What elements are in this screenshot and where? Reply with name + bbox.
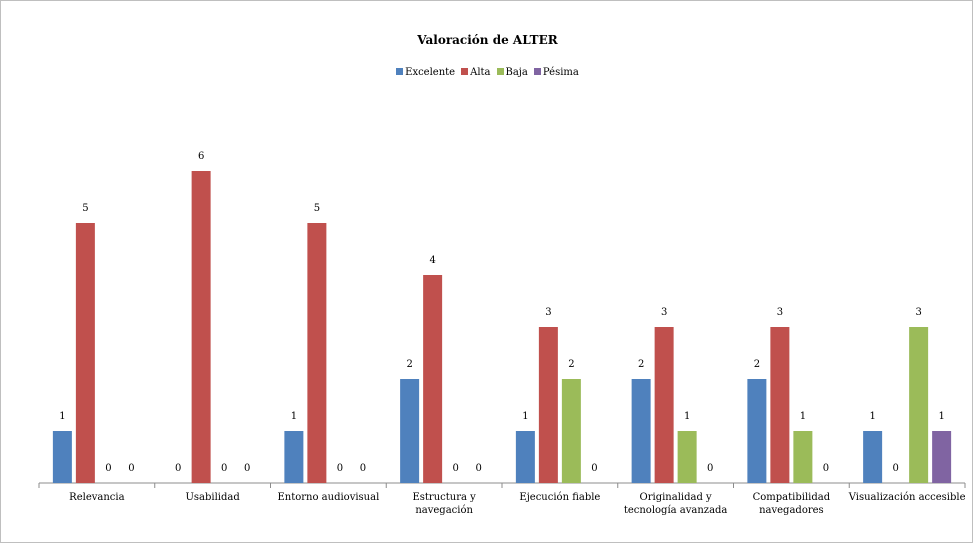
data-label: 2	[638, 359, 644, 370]
data-label: 0	[892, 463, 898, 474]
data-label: 0	[105, 463, 111, 474]
bar-excelente	[631, 379, 651, 483]
data-label: 1	[869, 411, 875, 422]
x-tick-label-line: Estructura y	[412, 492, 476, 503]
data-label: 2	[406, 359, 412, 370]
data-label: 1	[522, 411, 528, 422]
bar-alta	[538, 327, 558, 483]
data-label: 1	[291, 411, 297, 422]
data-label: 3	[545, 307, 551, 318]
data-label: 1	[59, 411, 65, 422]
bar-alta	[770, 327, 790, 483]
x-tick-label-line: Entorno audiovisual	[277, 492, 379, 503]
legend-item-excelente: Excelente	[396, 67, 455, 78]
bar-excelente	[284, 431, 304, 483]
legend-item-baja: Baja	[496, 67, 528, 78]
data-label: 2	[754, 359, 760, 370]
bar-excelente	[52, 431, 72, 483]
bar-excelente	[515, 431, 535, 483]
data-label: 0	[221, 463, 227, 474]
data-label: 1	[684, 411, 690, 422]
data-label: 2	[568, 359, 574, 370]
x-tick-label: Visualización accesible	[848, 492, 966, 503]
bar-alta	[307, 223, 327, 483]
data-label: 0	[337, 463, 343, 474]
bar-alta	[423, 275, 443, 483]
x-tick-label-line: Usabilidad	[185, 492, 240, 503]
x-tick-label-line: Compatibilidad	[753, 492, 831, 503]
x-tick-label-line: Relevancia	[69, 492, 124, 503]
legend-label: Pésima	[542, 67, 579, 78]
x-tick-label: Estructura y navegación	[412, 492, 476, 516]
legend-item-alta: Alta	[461, 67, 491, 78]
chart-title: Valoración de ALTER	[417, 33, 558, 47]
bar-baja	[909, 327, 929, 483]
legend-label: Alta	[470, 67, 491, 78]
bar-alta	[75, 223, 95, 483]
bar-excelente	[863, 431, 883, 483]
x-tick-label-line: Originalidad y	[640, 492, 713, 503]
data-label: 0	[244, 463, 250, 474]
x-tick-label: Entorno audiovisual	[277, 492, 379, 503]
data-label: 4	[429, 255, 435, 266]
x-tick-label: Relevancia	[69, 492, 124, 503]
data-label: 0	[360, 463, 366, 474]
x-tick-label: Originalidad y tecnología avanzada	[624, 492, 728, 516]
data-label: 0	[452, 463, 458, 474]
bar-excelente	[747, 379, 767, 483]
legend-swatch	[461, 68, 469, 75]
data-label: 0	[175, 463, 181, 474]
bar-baja	[677, 431, 697, 483]
data-label: 0	[707, 463, 713, 474]
data-label: 0	[591, 463, 597, 474]
x-tick-label-line: tecnología avanzada	[624, 505, 728, 516]
legend-swatch	[533, 68, 541, 75]
data-label: 6	[198, 151, 204, 162]
legend-swatch	[496, 68, 504, 75]
chart-legend: Excelente Alta Baja Pésima	[1, 67, 973, 78]
bar-alta	[654, 327, 674, 483]
legend-label: Baja	[505, 67, 528, 78]
data-label: 0	[475, 463, 481, 474]
data-label: 0	[128, 463, 134, 474]
bar-baja	[561, 379, 581, 483]
bar-alta	[191, 171, 211, 483]
bar-pésima	[932, 431, 952, 483]
data-label: 3	[915, 307, 921, 318]
x-tick-label: Usabilidad	[185, 492, 240, 503]
data-label: 3	[661, 307, 667, 318]
x-tick-label-line: Ejecución fiable	[519, 492, 600, 503]
x-tick-label-line: navegación	[415, 505, 473, 516]
bar-excelente	[400, 379, 420, 483]
data-label: 5	[314, 203, 320, 214]
x-tick-label: Ejecución fiable	[519, 492, 600, 503]
x-tick-label: Compatibilidad navegadores	[753, 492, 831, 516]
data-label: 1	[800, 411, 806, 422]
data-label: 1	[938, 411, 944, 422]
data-label: 0	[823, 463, 829, 474]
legend-label: Excelente	[405, 67, 456, 78]
bar-baja	[793, 431, 813, 483]
legend-swatch	[396, 68, 404, 75]
x-tick-label-line: navegadores	[759, 505, 824, 516]
data-label: 5	[82, 203, 88, 214]
legend-item-pésima: Pésima	[533, 67, 579, 78]
x-tick-label-line: Visualización accesible	[848, 492, 966, 503]
data-label: 3	[777, 307, 783, 318]
